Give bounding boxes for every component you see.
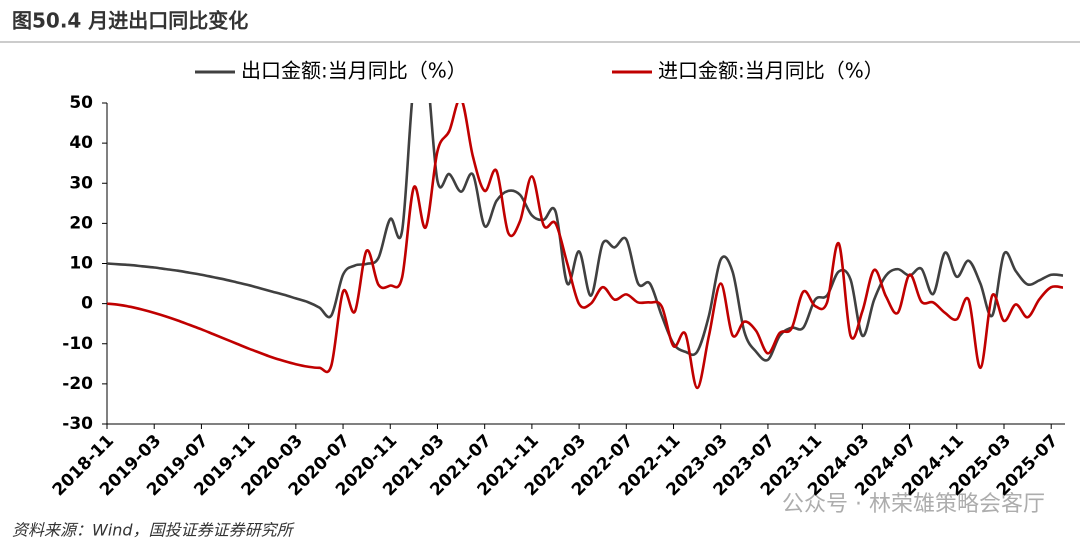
y-tick-label: 10 bbox=[69, 254, 93, 274]
source: 资料来源：Wind，国投证券证券研究所 bbox=[12, 521, 296, 540]
plot bbox=[107, 103, 1064, 390]
y-tick-label: -20 bbox=[62, 374, 93, 394]
y-tick-label: 30 bbox=[69, 173, 93, 193]
watermark: 公众号 · 林荣雄策略会客厅 bbox=[782, 492, 1045, 517]
series-line bbox=[107, 103, 1064, 362]
y-tick-label: -10 bbox=[62, 334, 93, 354]
legend-label: 出口金额:当月同比（%） bbox=[241, 59, 467, 83]
y-tick-label: 20 bbox=[69, 213, 93, 233]
series-line bbox=[107, 103, 1064, 390]
y-tick-label: -30 bbox=[62, 414, 93, 434]
legend-label: 进口金额:当月同比（%） bbox=[658, 59, 884, 83]
y-tick-label: 0 bbox=[81, 294, 93, 314]
y-tick-label: 40 bbox=[69, 133, 93, 153]
y-tick-label: 50 bbox=[69, 93, 93, 113]
chart-title: 图50.4 月进出口同比变化 bbox=[12, 9, 248, 33]
